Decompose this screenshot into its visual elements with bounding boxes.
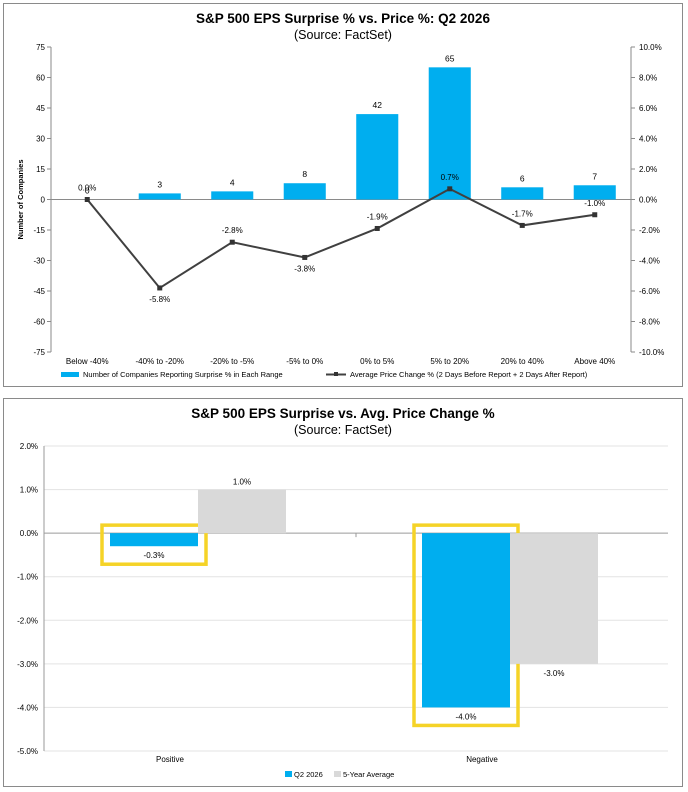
bar bbox=[138, 193, 181, 200]
y-tick-label: 45 bbox=[36, 104, 45, 113]
line-data-label: -1.7% bbox=[512, 209, 533, 218]
y-tick-label: 0 bbox=[41, 196, 46, 205]
line-point-marker bbox=[157, 285, 163, 291]
x-tick-label: Negative bbox=[466, 755, 498, 764]
bar bbox=[283, 183, 326, 200]
line-data-label: -5.8% bbox=[149, 295, 170, 304]
y-tick-label: -60 bbox=[33, 318, 45, 327]
y-axis-title: Number of Companies bbox=[16, 159, 25, 239]
y2-tick-label: -10.0% bbox=[639, 348, 664, 357]
y-tick-label: -2.0% bbox=[17, 616, 38, 625]
bar bbox=[356, 114, 399, 200]
combo-chart: 75604530150-15-30-45-60-7510.0%8.0%6.0%4… bbox=[16, 43, 664, 379]
x-tick-label: 20% to 40% bbox=[501, 357, 544, 366]
bar-data-label: -0.3% bbox=[144, 551, 165, 560]
line-point-marker bbox=[229, 239, 235, 245]
y2-tick-label: -6.0% bbox=[639, 287, 660, 296]
highlight-box bbox=[100, 523, 208, 566]
x-tick-label: Above 40% bbox=[574, 357, 615, 366]
chart-subtitle: (Source: FactSet) bbox=[294, 423, 392, 437]
y2-tick-label: -2.0% bbox=[639, 226, 660, 235]
y-tick-label: -5.0% bbox=[17, 747, 38, 756]
bar-data-label: -3.0% bbox=[544, 669, 565, 678]
chart-subtitle: (Source: FactSet) bbox=[294, 28, 392, 42]
legend-label-5yr: 5-Year Average bbox=[343, 770, 394, 779]
bar-data-label: 6 bbox=[520, 173, 525, 183]
bar bbox=[428, 67, 471, 200]
x-tick-label: 0% to 5% bbox=[360, 357, 394, 366]
legend-swatch-5yr bbox=[334, 771, 341, 777]
bar-data-label: 65 bbox=[445, 53, 455, 63]
y-tick-label: -45 bbox=[33, 287, 45, 296]
y2-tick-label: -8.0% bbox=[639, 318, 660, 327]
legend-swatch-marker bbox=[334, 372, 338, 376]
x-tick-label: 5% to 20% bbox=[430, 357, 469, 366]
y2-tick-label: 8.0% bbox=[639, 74, 657, 83]
bar-data-label: 42 bbox=[373, 100, 383, 110]
y-tick-label: 60 bbox=[36, 74, 45, 83]
price-change-line bbox=[86, 187, 595, 290]
bar bbox=[198, 489, 286, 534]
legend-swatch-bars bbox=[61, 372, 79, 377]
y-tick-label: 75 bbox=[36, 43, 45, 52]
bar bbox=[110, 533, 198, 547]
bar-data-label: 1.0% bbox=[233, 478, 251, 487]
line-point-marker bbox=[519, 222, 525, 228]
legend-label-line: Average Price Change % (2 Days Before Re… bbox=[350, 370, 588, 379]
y-tick-label: 30 bbox=[36, 135, 45, 144]
line-point-marker bbox=[84, 197, 90, 202]
chart-panel-eps-surprise-vs-price: S&P 500 EPS Surprise % vs. Price %: Q2 2… bbox=[3, 3, 683, 387]
y-tick-label: -3.0% bbox=[17, 660, 38, 669]
y-tick-label: 0.0% bbox=[20, 529, 38, 538]
x-tick-label: Below -40% bbox=[66, 357, 109, 366]
line-data-label: 0.0% bbox=[78, 184, 96, 193]
x-tick-label: -40% to -20% bbox=[136, 357, 184, 366]
chart-panel-surprise-vs-avg-price: S&P 500 EPS Surprise vs. Avg. Price Chan… bbox=[3, 398, 683, 787]
line-point-marker bbox=[592, 212, 598, 218]
bar-data-label: 8 bbox=[302, 169, 307, 179]
y2-tick-label: 2.0% bbox=[639, 165, 657, 174]
bar-data-label: 4 bbox=[230, 177, 235, 187]
line-data-label: -2.8% bbox=[222, 226, 243, 235]
y-tick-label: 1.0% bbox=[20, 486, 38, 495]
x-tick-label: -5% to 0% bbox=[286, 357, 323, 366]
bar bbox=[211, 191, 254, 200]
line-point-marker bbox=[374, 225, 380, 231]
clustered-bar-chart: 2.0% 1.0% 0.0% -1.0% -2.0% -3.0% -4.0% -5.0% -0.… bbox=[17, 442, 668, 779]
bar bbox=[422, 533, 510, 708]
y-tick-label: 2.0% bbox=[20, 442, 38, 451]
y-tick-label: -75 bbox=[33, 348, 45, 357]
y-tick-label: -15 bbox=[33, 226, 45, 235]
line-point-marker bbox=[302, 254, 308, 260]
legend-swatch-q2 bbox=[285, 771, 292, 777]
chart-title: S&P 500 EPS Surprise % vs. Price %: Q2 2… bbox=[196, 11, 490, 26]
x-tick-label: -20% to -5% bbox=[210, 357, 254, 366]
bar-data-label: 0 bbox=[85, 186, 90, 196]
y2-tick-label: 4.0% bbox=[639, 135, 657, 144]
chart-title: S&P 500 EPS Surprise vs. Avg. Price Chan… bbox=[191, 406, 495, 421]
x-tick-label: Positive bbox=[156, 755, 185, 764]
y-tick-label: -30 bbox=[33, 257, 45, 266]
bar-data-label: 3 bbox=[157, 179, 162, 189]
bar bbox=[573, 185, 616, 200]
line-point-marker bbox=[447, 186, 453, 192]
y2-tick-label: 6.0% bbox=[639, 104, 657, 113]
bar bbox=[510, 533, 598, 664]
y2-tick-label: -4.0% bbox=[639, 257, 660, 266]
bar-data-label: 7 bbox=[592, 171, 597, 181]
line-data-label: 0.7% bbox=[441, 173, 459, 182]
y2-tick-label: 10.0% bbox=[639, 43, 662, 52]
y-tick-label: -4.0% bbox=[17, 703, 38, 712]
y-tick-label: 15 bbox=[36, 165, 45, 174]
line-data-label: -1.9% bbox=[367, 212, 388, 221]
bar-data-label: -4.0% bbox=[456, 712, 477, 721]
y2-tick-label: 0.0% bbox=[639, 196, 657, 205]
legend-label-bars: Number of Companies Reporting Surprise %… bbox=[83, 370, 283, 379]
line-data-label: -1.0% bbox=[584, 199, 605, 208]
legend-label-q2: Q2 2026 bbox=[294, 770, 323, 779]
line-data-label: -3.8% bbox=[294, 264, 315, 273]
y-tick-label: -1.0% bbox=[17, 573, 38, 582]
bar bbox=[501, 187, 544, 200]
